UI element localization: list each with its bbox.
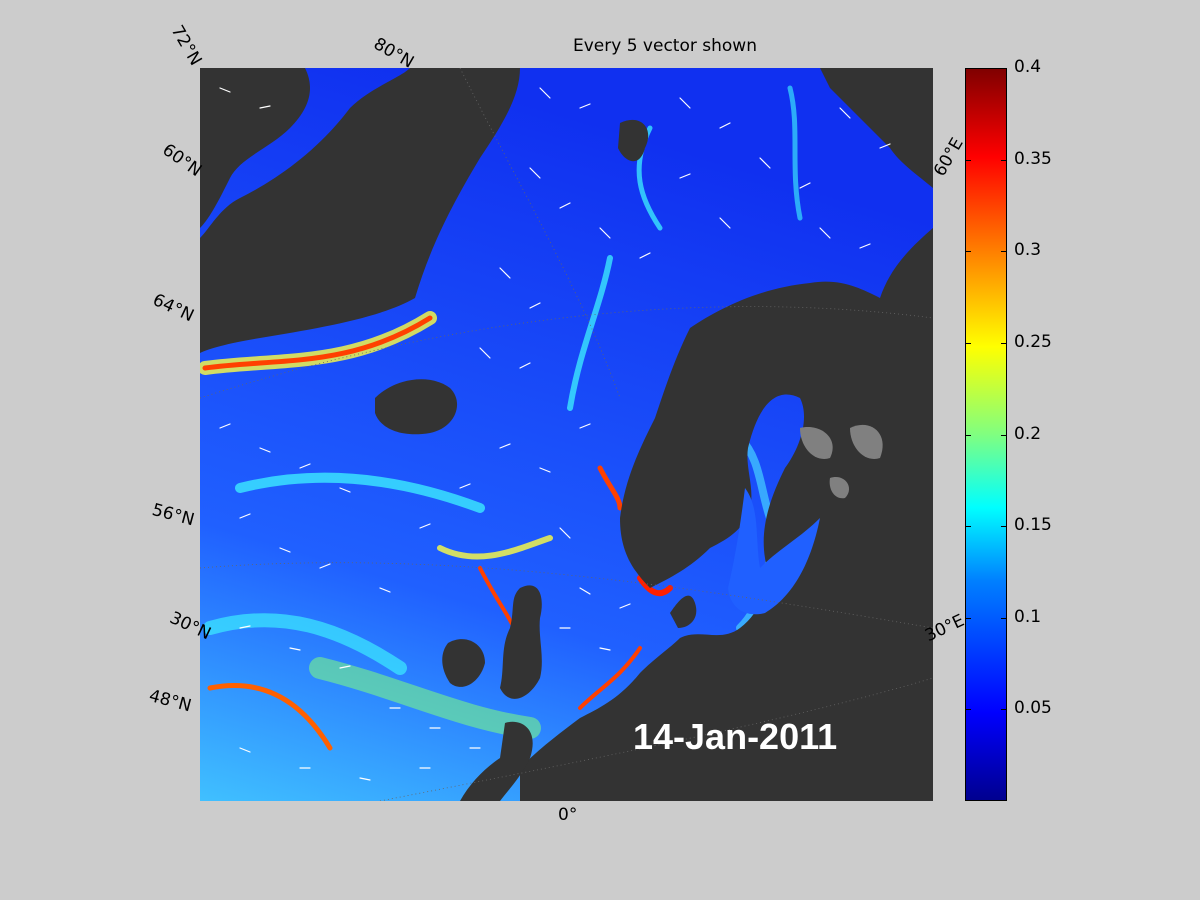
colorbar-tick-mark [1001,617,1007,619]
colorbar-tick-label: 0.05 [1014,698,1052,719]
colorbar-tick-label: 0.35 [1014,148,1052,169]
colorbar-tick-mark [1001,709,1007,711]
colorbar-tick-mark [1001,251,1007,253]
colorbar-tick-mark [1001,159,1007,161]
lat-label-64n: 64°N [149,290,197,327]
colorbar-tick-mark [965,159,971,161]
lon-label-60e: 60°E [930,134,968,180]
lat-label-56n: 56°N [149,500,197,531]
colorbar-tick-mark [1001,434,1007,436]
colorbar-tick-label: 0.1 [1014,606,1042,627]
lat-label-60n: 60°N [158,140,206,181]
colorbar-tick-label: 0.3 [1014,240,1042,261]
velocity-vectors [219,87,891,781]
colorbar-tick-mark [965,68,971,69]
colorbar-tick-mark [1001,68,1007,69]
colorbar-tick-mark [965,434,971,436]
lon-label-0: 0° [558,805,578,825]
baltic-sea [728,488,820,615]
colorbar-tick-mark [1001,526,1007,528]
land [200,68,933,801]
colorbar-tick-label: 0.15 [1014,515,1052,536]
date-stamp: 14-Jan-2011 [633,716,838,757]
colorbar-tick-mark [965,526,971,528]
sea-ice [800,424,883,499]
lat-label-48n: 48°N [146,686,194,717]
colorbar-tick-mark [965,251,971,253]
colorbar-tick-label: 0.4 [1014,57,1042,77]
colorbar-tick-label: 0.25 [1014,331,1052,352]
colorbar-tick-mark [965,342,971,344]
colorbar-tick-mark [1001,342,1007,344]
graticule [200,68,933,801]
figure-title: Every 5 vector shown [573,36,757,56]
colorbar-tick-mark [965,709,971,711]
colorbar-tick-mark [965,617,971,619]
colorbar-tick-label: 0.2 [1014,423,1042,444]
ocean-current-map [200,68,933,801]
